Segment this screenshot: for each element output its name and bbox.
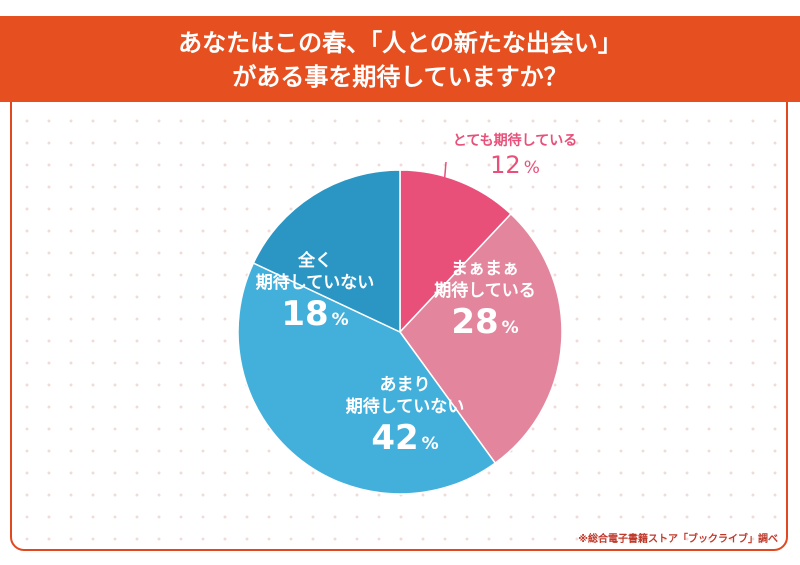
- slice-1-unit: %: [502, 318, 519, 338]
- slice-2-value: 42: [371, 418, 418, 458]
- source-note: ※総合電子書籍ストア「ブックライブ」調べ: [578, 530, 778, 545]
- slice-label-very: とても期待している 12%: [440, 132, 590, 180]
- slice-1-category: まぁまぁ 期待している: [410, 258, 560, 302]
- slice-1-value: 28: [451, 302, 498, 342]
- slice-2-unit: %: [422, 434, 439, 454]
- slice-0-unit: %: [524, 158, 540, 178]
- slice-3-category: 全く 期待していない: [240, 250, 390, 294]
- slice-label-somewhat: まぁまぁ 期待している 28%: [410, 258, 560, 342]
- slice-label-not-at-all: 全く 期待していない 18%: [240, 250, 390, 334]
- slice-3-unit: %: [332, 310, 349, 330]
- slice-2-category: あまり 期待していない: [330, 374, 480, 418]
- slice-0-category: とても期待している: [440, 132, 590, 150]
- slice-3-value: 18: [281, 294, 328, 334]
- slice-0-value: 12: [490, 150, 521, 180]
- slice-label-not-much: あまり 期待していない 42%: [330, 374, 480, 458]
- pie-chart: [0, 0, 800, 565]
